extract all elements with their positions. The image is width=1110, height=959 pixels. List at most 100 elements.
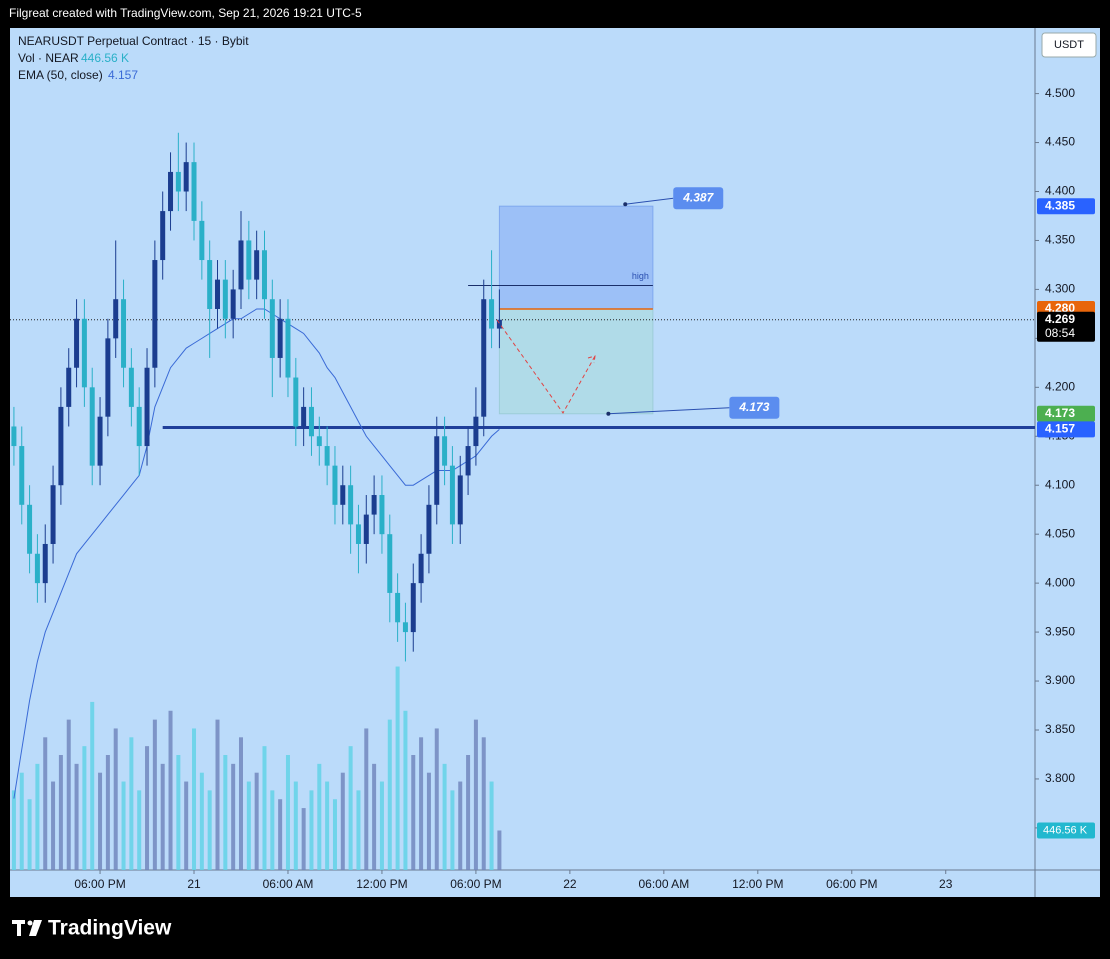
chart-background: [10, 28, 1100, 897]
volume-bar: [27, 799, 32, 870]
candle-body: [74, 318, 80, 368]
candle-body: [199, 220, 205, 261]
volume-legend-value: 446.56 K: [81, 51, 129, 65]
candle-body: [269, 299, 275, 358]
candle-body: [246, 240, 252, 280]
candle-body: [183, 162, 189, 192]
candle-body: [105, 338, 111, 417]
volume-bar: [113, 728, 118, 870]
volume-bar: [145, 746, 150, 870]
volume-bar: [43, 737, 48, 870]
y-tick-label: 4.350: [1045, 233, 1075, 247]
stop-zone: [498, 308, 654, 415]
candle-body: [481, 299, 487, 417]
x-tick-label: 06:00 AM: [638, 877, 689, 891]
volume-bar: [473, 719, 478, 870]
candle-body: [254, 250, 260, 280]
logo-icon: [12, 920, 42, 936]
volume-bar: [348, 746, 353, 870]
last-price-tag-label: 4.269: [1045, 312, 1075, 326]
volume-bar: [301, 808, 306, 870]
ema-line: [13, 308, 500, 799]
volume-bar: [246, 781, 251, 870]
volume-tag: [1037, 822, 1095, 839]
volume-bar: [309, 790, 314, 870]
x-tick-label: 12:00 PM: [356, 877, 407, 891]
y-tick-label: 4.050: [1045, 526, 1075, 540]
volume-bar: [152, 719, 157, 870]
volume-bar: [481, 737, 486, 870]
volume-bar: [340, 772, 345, 870]
volume-bar: [262, 746, 267, 870]
y-tick-label: 4.450: [1045, 135, 1075, 149]
candle-body: [42, 543, 48, 584]
volume-bar: [419, 737, 424, 870]
currency-label: USDT: [1054, 39, 1084, 51]
volume-bar: [332, 799, 337, 870]
stop-tag-label: 4.173: [1045, 406, 1075, 420]
volume-bar: [231, 763, 236, 870]
volume-bar: [364, 728, 369, 870]
volume-bar: [466, 755, 471, 870]
volume-bar: [403, 710, 408, 870]
candle-body: [457, 475, 463, 525]
last-price-tag-countdown: 08:54: [1045, 326, 1075, 340]
volume-bar: [98, 772, 103, 870]
volume-bar: [379, 781, 384, 870]
candle-body: [81, 318, 87, 388]
candle-body: [113, 299, 119, 339]
candle-body: [308, 406, 314, 437]
volume-bar: [395, 666, 400, 870]
x-tick-label: 23: [939, 877, 953, 891]
candle-body: [426, 504, 432, 554]
candle-body: [387, 534, 393, 593]
volume-bar: [317, 763, 322, 870]
volume-bar: [270, 790, 275, 870]
y-tick-label: 4.400: [1045, 184, 1075, 198]
callout-anchor: [606, 411, 611, 416]
candle-body: [324, 446, 330, 466]
candle-body: [363, 514, 369, 544]
x-tick-label: 06:00 PM: [826, 877, 877, 891]
projection-arrow: [496, 319, 596, 414]
volume-bar: [293, 781, 298, 870]
volume-bar: [74, 763, 79, 870]
candle-body: [34, 553, 40, 584]
candle-body: [66, 367, 72, 407]
candle-body: [371, 495, 377, 515]
candle-body: [222, 279, 228, 319]
volume-bar: [458, 781, 463, 870]
candle-body: [207, 260, 213, 309]
volume-bar: [90, 701, 95, 870]
volume-bar: [450, 790, 455, 870]
y-tick-label: 4.000: [1045, 575, 1075, 589]
volume-bar: [199, 772, 204, 870]
volume-bar: [442, 763, 447, 870]
candle-body: [136, 406, 142, 447]
candle-body: [379, 495, 385, 535]
volume-bar: [168, 710, 173, 870]
candle-body: [449, 465, 455, 525]
candle-body: [293, 377, 299, 427]
volume-bar: [105, 755, 110, 870]
volume-bar: [176, 755, 181, 870]
candle-body: [496, 319, 502, 329]
volume-bar: [387, 719, 392, 870]
currency-button[interactable]: [1041, 32, 1097, 58]
candle-body: [215, 279, 221, 309]
candle-body: [152, 260, 158, 368]
volume-bar: [184, 781, 189, 870]
volume-bar: [35, 763, 40, 870]
candle-body: [191, 162, 197, 221]
callout-label: 4.387: [682, 190, 714, 204]
stop-tag: [1037, 405, 1095, 422]
volume-bar: [434, 728, 439, 870]
y-tick-label: 4.500: [1045, 86, 1075, 100]
candle-body: [97, 416, 103, 466]
y-tick-label: 4.300: [1045, 282, 1075, 296]
candle-body: [434, 436, 440, 505]
volume-bar: [137, 790, 142, 870]
volume-bar: [278, 799, 283, 870]
x-tick-label: 06:00 PM: [74, 877, 125, 891]
